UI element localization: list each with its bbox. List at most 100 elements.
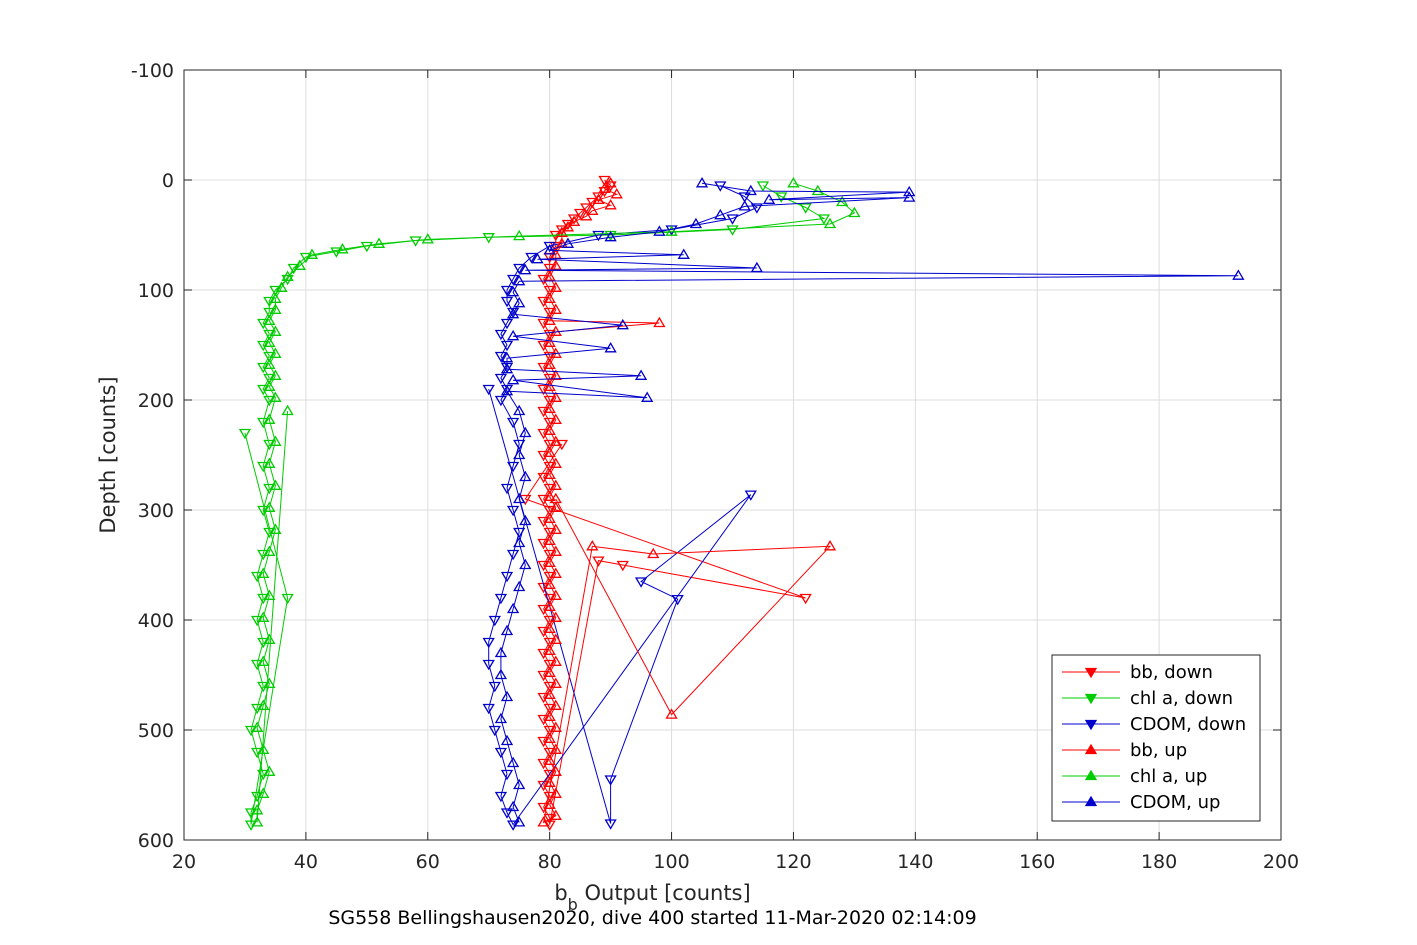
data-point <box>567 215 581 226</box>
legend-box <box>1051 654 1261 822</box>
data-point <box>543 244 556 255</box>
data-point <box>604 342 617 353</box>
data-point <box>592 193 605 204</box>
data-point <box>250 816 264 827</box>
data-point <box>549 523 562 534</box>
data-point <box>500 571 514 583</box>
data-point <box>549 677 562 688</box>
data-point <box>543 644 556 655</box>
data-point <box>543 424 556 435</box>
data-point <box>513 404 526 416</box>
data-point <box>592 556 605 567</box>
data-point <box>506 602 520 614</box>
data-point <box>574 208 587 220</box>
data-point <box>543 490 556 501</box>
data-point <box>543 380 556 391</box>
data-point <box>549 633 562 644</box>
data-point <box>549 611 562 622</box>
data-point <box>665 708 678 719</box>
data-point <box>823 540 837 551</box>
legend-entry: CDOM, up <box>1062 792 1220 813</box>
y-tick-label: 400 <box>138 610 174 632</box>
data-point <box>500 384 514 396</box>
data-point <box>506 461 520 473</box>
data-point <box>494 791 508 803</box>
data-point <box>506 800 520 812</box>
data-point <box>263 457 276 468</box>
legend-label: chl a, up <box>1130 766 1207 787</box>
data-point <box>537 816 550 827</box>
legend-entry: chl a, up <box>1062 766 1207 787</box>
data-point <box>482 233 495 244</box>
data-point <box>513 263 526 275</box>
series-line <box>256 182 856 823</box>
data-point <box>494 373 508 385</box>
data-point <box>269 435 282 446</box>
data-point <box>543 402 556 413</box>
data-point <box>543 314 556 325</box>
data-point <box>543 622 556 633</box>
data-point <box>263 677 276 688</box>
data-point <box>665 225 678 236</box>
data-point <box>257 787 270 798</box>
data-point <box>269 325 282 336</box>
legend: bb, down chl a, down CDOM, down bb, up chl a… <box>1051 654 1261 822</box>
data-point <box>506 505 520 517</box>
data-point <box>671 594 684 606</box>
data-point <box>494 646 508 658</box>
data-point <box>513 448 526 460</box>
data-point <box>506 274 520 286</box>
data-point <box>360 241 373 253</box>
data-point <box>543 688 556 699</box>
data-point <box>549 303 562 314</box>
data-point <box>257 567 270 578</box>
data-point <box>799 593 812 605</box>
data-point <box>250 721 264 732</box>
legend-label: chl a, down <box>1130 688 1233 709</box>
data-point <box>269 303 282 314</box>
data-point <box>543 600 556 611</box>
data-point <box>549 457 562 468</box>
x-axis-label-rest: Output [counts] <box>578 881 751 905</box>
data-point <box>817 214 831 225</box>
data-point <box>263 358 276 369</box>
data-point <box>409 236 422 247</box>
x-axis-label-subscript: b <box>568 895 578 914</box>
data-point <box>549 259 562 270</box>
data-point <box>549 567 562 578</box>
x-tick-label: 40 <box>294 851 318 873</box>
data-point <box>263 765 276 776</box>
data-point <box>610 188 623 199</box>
data-point <box>494 747 508 759</box>
y-tick-label: 200 <box>138 390 174 412</box>
data-point <box>549 479 562 490</box>
data-point <box>787 177 800 188</box>
data-point <box>500 624 514 636</box>
data-point <box>482 703 495 715</box>
data-point <box>263 501 276 512</box>
data-point <box>762 193 776 204</box>
data-point <box>750 203 764 214</box>
data-point <box>263 413 276 424</box>
legend-entry: chl a, down <box>1062 688 1233 709</box>
data-point <box>257 743 270 754</box>
x-axis-label: bb Output [counts] <box>554 881 750 914</box>
data-point <box>494 712 508 724</box>
data-point <box>543 798 556 809</box>
data-point <box>634 369 648 380</box>
data-point <box>263 380 276 391</box>
x-tick-label: 180 <box>1141 851 1177 873</box>
data-point <box>519 263 532 275</box>
data-point <box>549 391 562 402</box>
data-point <box>543 776 556 787</box>
data-point <box>543 512 556 523</box>
data-point <box>586 204 599 215</box>
data-point <box>555 226 568 237</box>
legend-label: bb, down <box>1130 662 1213 683</box>
data-point <box>598 175 611 187</box>
data-point <box>269 369 282 380</box>
x-axis-label-main: b <box>554 881 567 905</box>
data-point <box>561 221 575 232</box>
data-point <box>543 241 556 253</box>
